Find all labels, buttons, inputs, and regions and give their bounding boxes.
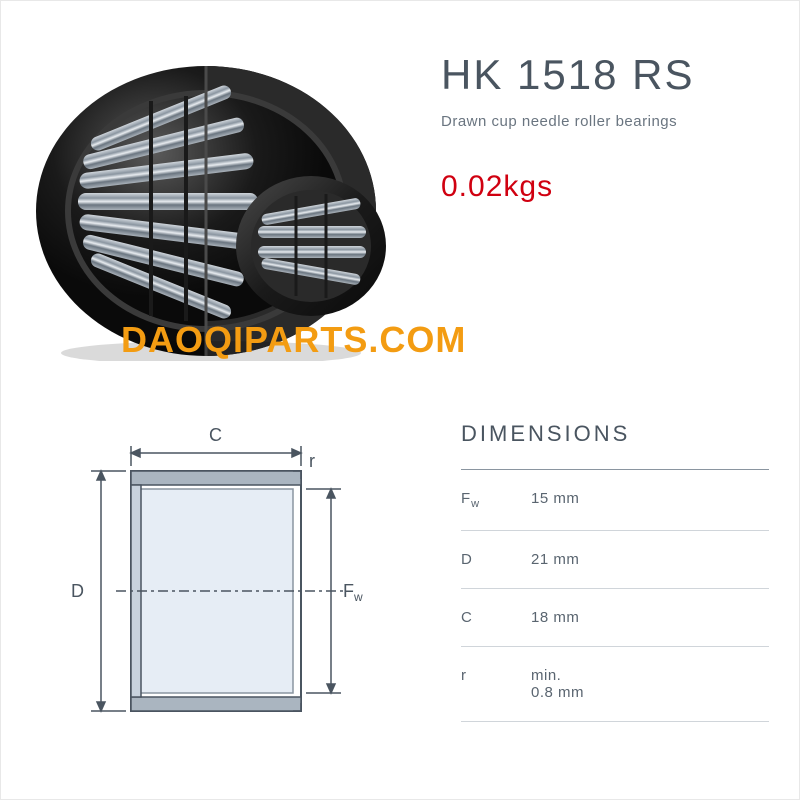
dimension-label: Fw bbox=[461, 490, 531, 510]
dimensions-title: DIMENSIONS bbox=[461, 421, 769, 470]
dimensions-panel: DIMENSIONS Fw15 mmD21 mmC18 mmrmin. 0.8 … bbox=[461, 411, 769, 771]
dimension-value: 21 mm bbox=[531, 551, 579, 568]
diagram-label-c: C bbox=[209, 425, 222, 445]
product-subtitle: Drawn cup needle roller bearings bbox=[441, 113, 694, 130]
dimension-row: D21 mm bbox=[461, 531, 769, 589]
watermark-text: DAOQIPARTS.COM bbox=[121, 319, 466, 361]
dimension-value: 18 mm bbox=[531, 609, 579, 626]
product-title: HK 1518 RS bbox=[441, 51, 694, 99]
dimension-label: r bbox=[461, 667, 531, 701]
dimension-row: C18 mm bbox=[461, 589, 769, 647]
product-weight: 0.02kgs bbox=[441, 170, 694, 204]
dimension-diagram: C D Fw r bbox=[31, 411, 411, 751]
product-render bbox=[31, 21, 411, 361]
diagram-label-r: r bbox=[309, 451, 315, 471]
dimension-value: min. 0.8 mm bbox=[531, 667, 584, 701]
diagram-label-d: D bbox=[71, 581, 84, 601]
dimension-label: C bbox=[461, 609, 531, 626]
diagram-label-fw: Fw bbox=[343, 581, 363, 604]
dimension-row: Fw15 mm bbox=[461, 470, 769, 531]
dimension-label: D bbox=[461, 551, 531, 568]
dimension-row: rmin. 0.8 mm bbox=[461, 647, 769, 722]
dimension-value: 15 mm bbox=[531, 490, 579, 510]
